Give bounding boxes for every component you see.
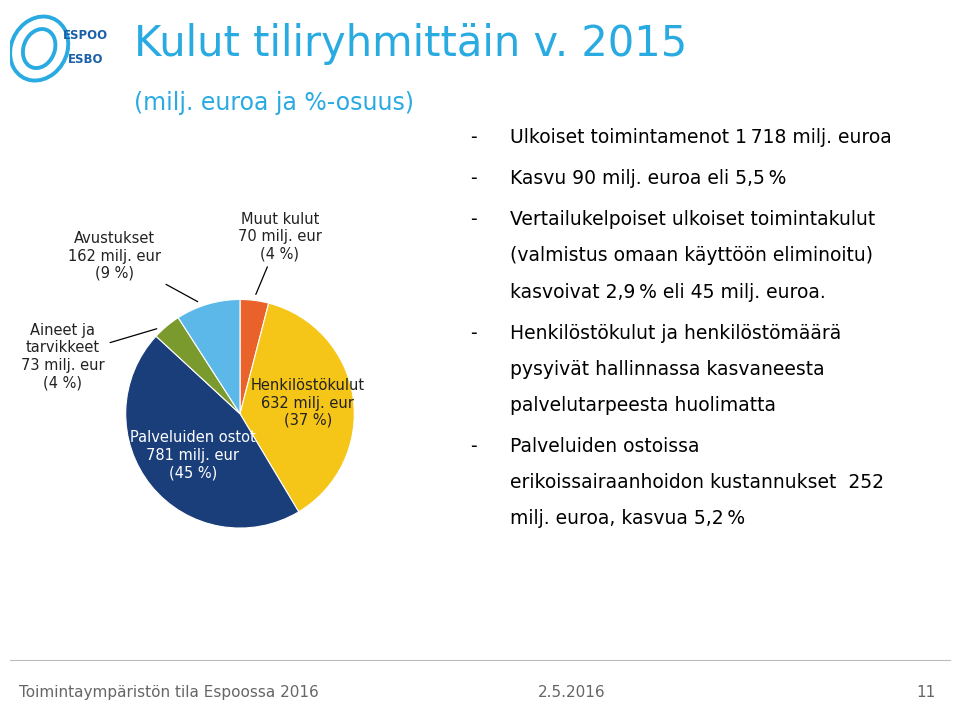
Text: palvelutarpeesta huolimatta: palvelutarpeesta huolimatta bbox=[510, 396, 776, 415]
Text: ESBO: ESBO bbox=[68, 53, 104, 66]
Text: pysyivät hallinnassa kasvaneesta: pysyivät hallinnassa kasvaneesta bbox=[510, 360, 825, 379]
Text: milj. euroa, kasvua 5,2 %: milj. euroa, kasvua 5,2 % bbox=[510, 509, 745, 528]
Text: -: - bbox=[470, 324, 477, 343]
Text: kasvoivat 2,9 % eli 45 milj. euroa.: kasvoivat 2,9 % eli 45 milj. euroa. bbox=[510, 283, 826, 301]
Text: Kasvu 90 milj. euroa eli 5,5 %: Kasvu 90 milj. euroa eli 5,5 % bbox=[510, 169, 786, 188]
Wedge shape bbox=[156, 318, 240, 414]
Wedge shape bbox=[240, 299, 269, 414]
Text: (milj. euroa ja %-osuus): (milj. euroa ja %-osuus) bbox=[134, 91, 415, 115]
Text: Kulut tiliryhmittäin v. 2015: Kulut tiliryhmittäin v. 2015 bbox=[134, 23, 687, 65]
Text: Aineet ja
tarvikkeet
73 milj. eur
(4 %): Aineet ja tarvikkeet 73 milj. eur (4 %) bbox=[21, 323, 156, 390]
Text: Vertailukelpoiset ulkoiset toimintakulut: Vertailukelpoiset ulkoiset toimintakulut bbox=[510, 211, 875, 229]
Text: Palveluiden ostoissa: Palveluiden ostoissa bbox=[510, 437, 699, 456]
Text: erikoissairaanhoidon kustannukset  252: erikoissairaanhoidon kustannukset 252 bbox=[510, 473, 884, 493]
Text: -: - bbox=[470, 127, 477, 147]
Text: -: - bbox=[470, 169, 477, 188]
Text: -: - bbox=[470, 211, 477, 229]
Text: Henkilöstökulut
632 milj. eur
(37 %): Henkilöstökulut 632 milj. eur (37 %) bbox=[251, 378, 365, 428]
Wedge shape bbox=[240, 303, 354, 512]
Text: Henkilöstökulut ja henkilöstömäärä: Henkilöstökulut ja henkilöstömäärä bbox=[510, 324, 841, 343]
Wedge shape bbox=[179, 299, 240, 414]
Text: Ulkoiset toimintamenot 1 718 milj. euroa: Ulkoiset toimintamenot 1 718 milj. euroa bbox=[510, 127, 892, 147]
Text: Muut kulut
70 milj. eur
(4 %): Muut kulut 70 milj. eur (4 %) bbox=[238, 212, 322, 294]
Wedge shape bbox=[126, 337, 299, 528]
Text: Toimintaympäristön tila Espoossa 2016: Toimintaympäristön tila Espoossa 2016 bbox=[19, 684, 319, 700]
Text: Palveluiden ostot
781 milj. eur
(45 %): Palveluiden ostot 781 milj. eur (45 %) bbox=[130, 430, 255, 480]
Text: ESPOO: ESPOO bbox=[63, 29, 108, 42]
Text: 2.5.2016: 2.5.2016 bbox=[538, 684, 605, 700]
Text: -: - bbox=[470, 437, 477, 456]
Text: 11: 11 bbox=[917, 684, 936, 700]
Text: (valmistus omaan käyttöön eliminoitu): (valmistus omaan käyttöön eliminoitu) bbox=[510, 246, 873, 266]
Text: Avustukset
162 milj. eur
(9 %): Avustukset 162 milj. eur (9 %) bbox=[68, 231, 198, 301]
